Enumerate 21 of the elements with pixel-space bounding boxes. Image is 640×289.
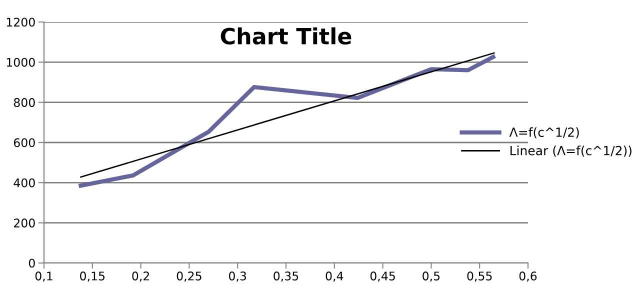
legend-label: Λ=f(c^1/2) [509,127,579,138]
x-tick-label: 0,15 [80,272,105,282]
x-tick-label: 0,35 [274,272,298,282]
chart-title: Chart Title [220,27,352,45]
y-tick-label: 600 [14,138,35,148]
x-tick-label: 0,55 [467,272,492,282]
x-tick-label: 0,6 [519,272,537,282]
legend-label: Linear (Λ=f(c^1/2)) [510,146,632,157]
y-tick-label: 1000 [6,58,35,67]
x-tick-label: 0,3 [228,272,246,282]
x-tick-label: 0,5 [422,272,440,282]
x-tick-label: 0,25 [176,272,202,282]
y-tick-label: 800 [14,98,35,107]
y-tick-label: 200 [14,218,35,228]
y-tick-label: 400 [14,178,35,188]
y-tick-label: 1200 [6,18,35,27]
y-tick-label: 0 [28,258,35,268]
x-tick-label: 0,2 [132,272,150,282]
x-tick-label: 0,1 [35,272,52,282]
x-tick-label: 0,4 [326,272,344,282]
x-tick-label: 0,45 [370,272,395,282]
